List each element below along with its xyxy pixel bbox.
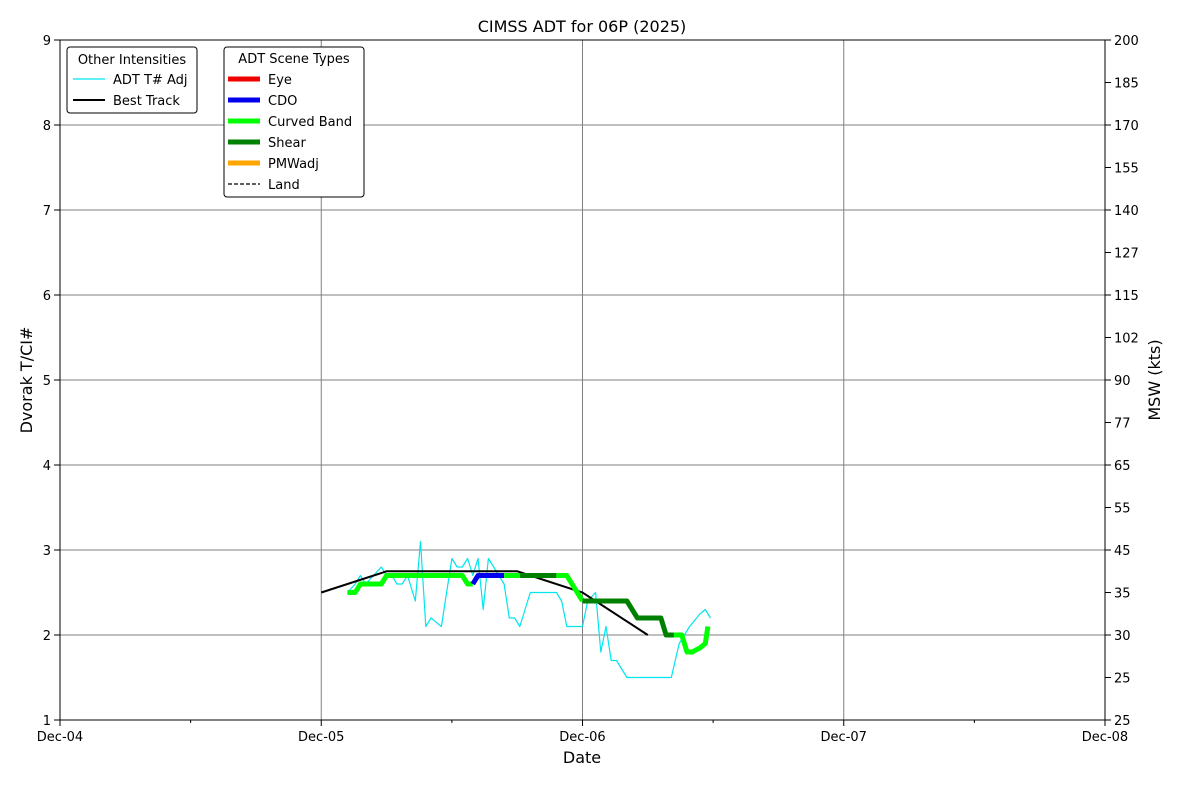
data-layer [320,540,712,679]
scene-segment-cdo [470,573,505,586]
y-tick-label: 8 [43,119,51,134]
x-tick-label: Dec-06 [559,730,605,745]
x-axis-title: Date [563,748,601,767]
scene-segment-shear [582,598,674,638]
legend-scene-entry-label: Curved Band [268,115,352,130]
y2-tick-label: 115 [1114,289,1139,304]
y-tick-label: 2 [43,629,51,644]
legend-other-box [66,46,198,114]
y2-tick-label: 55 [1114,502,1131,517]
y-tick-label: 9 [43,34,51,49]
legend-scene-entry-label: Shear [268,136,306,151]
legend-scene-types: ADT Scene Types Eye CDO Curved Band Shear PM… [223,46,365,198]
y2-axis-title: MSW (kts) [1145,339,1164,420]
y2-tick-label: 170 [1114,119,1139,134]
ticks: Dec-04 Dec-05 Dec-06 Dec-07 Dec-081234567892… [37,34,1139,745]
y-tick-label: 4 [43,459,51,474]
legend-scene-box [223,46,365,198]
legend-other-entry-label: Best Track [113,94,180,109]
x-tick-label: Dec-05 [298,730,344,745]
y2-tick-label: 65 [1114,459,1131,474]
legend-other-entry-label: ADT T# Adj [113,73,187,88]
y2-tick-label: 77 [1114,417,1131,432]
scene-segment-curved-band [347,573,473,595]
scene-segment-curved-band [673,626,711,655]
y2-tick-label: 200 [1114,34,1139,49]
series-line-best-track [320,570,649,636]
y-axis-title: Dvorak T/CI# [17,327,36,434]
x-tick-label: Dec-04 [37,730,83,745]
legend-other-intensities: Other Intensities ADT T# Adj Best Track [66,46,198,114]
legend-scene-entry-label: Land [268,178,300,193]
legend-scene-entry-label: Eye [268,73,292,88]
y-tick-label: 5 [43,374,51,389]
y2-tick-label: 102 [1114,332,1139,347]
y2-tick-label: 127 [1114,247,1139,262]
legend-other-title: Other Intensities [78,53,187,68]
y2-tick-label: 25 [1114,714,1131,729]
y-tick-label: 1 [43,714,51,729]
y-tick-label: 6 [43,289,51,304]
grid [60,40,1105,720]
series-line-adt-t-adj [346,540,712,679]
x-tick-label: Dec-08 [1082,730,1128,745]
legend-scene-entry-label: PMWadj [268,157,319,172]
chart-title: CIMSS ADT for 06P (2025) [478,17,687,36]
legend-scene-title: ADT Scene Types [238,52,350,67]
y2-tick-label: 155 [1114,162,1139,177]
y-tick-label: 7 [43,204,51,219]
legend-scene-entry-label: CDO [268,94,297,109]
y2-tick-label: 45 [1114,544,1131,559]
y2-tick-label: 90 [1114,374,1131,389]
y2-tick-label: 185 [1114,77,1139,92]
y2-tick-label: 140 [1114,204,1139,219]
y-tick-label: 3 [43,544,51,559]
x-tick-label: Dec-07 [821,730,867,745]
scene-segment-curved-band [556,573,585,603]
y2-tick-label: 30 [1114,629,1131,644]
y2-tick-label: 35 [1114,587,1131,602]
y2-tick-label: 25 [1114,672,1131,687]
